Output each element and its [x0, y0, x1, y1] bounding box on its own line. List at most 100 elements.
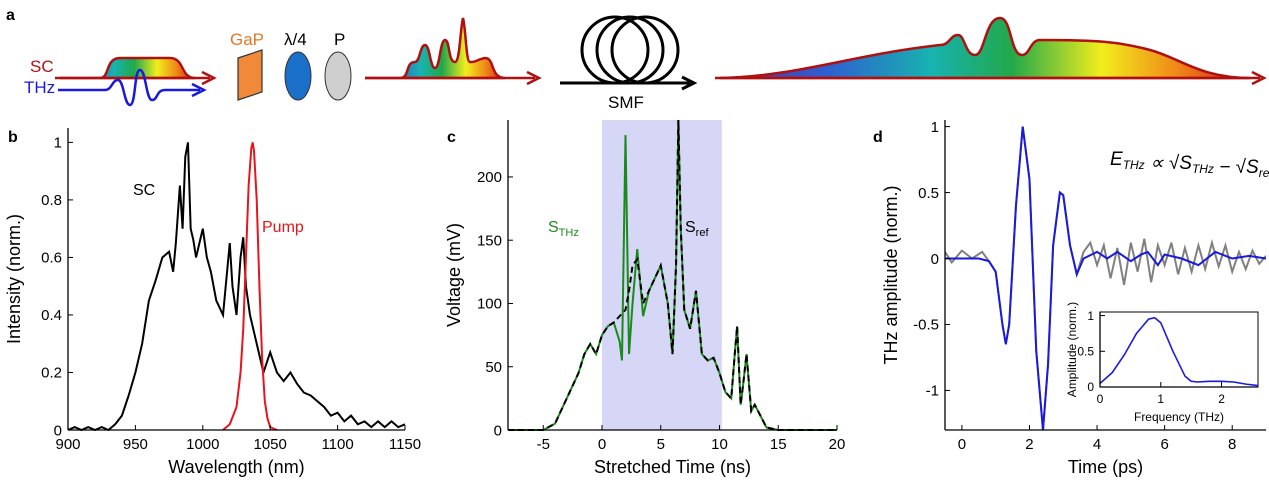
y-axis-label: Intensity (norm.)	[4, 214, 24, 344]
formula-sub: ref	[1259, 166, 1269, 180]
x-tick-label: 10	[711, 436, 728, 453]
x-axis-label: Stretched Time (ns)	[594, 457, 751, 477]
formula-part: S	[1179, 153, 1192, 174]
series-line	[945, 126, 1266, 431]
x-tick-label: 1100	[321, 436, 353, 453]
x-tick-label: 5	[657, 436, 665, 453]
formula-part: ∝ √	[1145, 153, 1180, 174]
y-tick-label: -0.5	[913, 317, 939, 334]
arrow-head	[1251, 70, 1267, 86]
x-tick-label: 1150	[389, 436, 421, 453]
x-tick-label: 1000	[186, 436, 219, 453]
pulse	[60, 56, 196, 80]
x-tick-label: 950	[123, 436, 148, 453]
x-tick-label: 900	[55, 436, 80, 453]
formula-part: S	[1246, 157, 1259, 178]
y-tick-label: -1	[926, 383, 939, 400]
y-axis-label: Amplitude (norm.)	[1065, 302, 1079, 397]
y-axis-label: Voltage (mV)	[444, 223, 464, 327]
crystal	[237, 49, 263, 101]
panel: 0 1 2 0 0.5 1 Frequency (THz) Amplitude (norm.)	[1065, 302, 1259, 424]
x-tick-label: 20	[829, 436, 846, 453]
x-tick-label: 1050	[254, 436, 287, 453]
formula-part: − √	[1214, 157, 1247, 178]
series-line	[222, 142, 278, 431]
arrow-head	[201, 70, 217, 86]
x-axis-label: Time (ps)	[1068, 457, 1143, 477]
waveplate-label: λ/4	[284, 30, 307, 49]
series-name-sub: ref	[696, 227, 710, 239]
arrow-head	[681, 75, 698, 91]
x-tick-label: 8	[1228, 436, 1236, 453]
thz-label: THz	[24, 78, 55, 97]
arrow-head	[191, 82, 207, 98]
y-tick-label: 0	[1087, 380, 1094, 394]
fiber-label: SMF	[608, 93, 644, 112]
y-tick-label: 200	[477, 169, 502, 186]
series-label: Pump	[262, 219, 304, 236]
y-tick-label: 1	[54, 135, 62, 152]
x-axis-label: Frequency (THz)	[1134, 410, 1224, 424]
crystal-label: GaP	[230, 30, 264, 49]
y-tick-label: 150	[477, 232, 502, 249]
series-line	[1100, 316, 1258, 387]
thz-pulse	[58, 68, 200, 107]
x-axis-label: Wavelength (nm)	[168, 457, 304, 477]
x-tick-label: 1	[1157, 392, 1164, 406]
formula: ETHz ∝ √STHz − √Sref	[1110, 149, 1269, 180]
series-name: SC	[133, 182, 155, 199]
series-name: Pump	[262, 219, 304, 236]
waveplate	[284, 51, 312, 101]
series-name: S	[548, 219, 559, 236]
y-tick-label: 0	[931, 251, 939, 268]
panel-label: c	[447, 129, 456, 146]
pulse	[719, 16, 1251, 80]
fiber-coil	[580, 15, 680, 85]
sc-label: SC	[30, 57, 54, 76]
x-tick-label: -5	[537, 436, 550, 453]
series-name-sub: THz	[559, 227, 579, 239]
panel-label: d	[873, 129, 883, 146]
y-tick-label: 1	[931, 119, 939, 136]
series-line	[68, 142, 405, 432]
y-tick-label: 0.5	[1077, 344, 1094, 358]
panel: SC Pump 900 950 1000 1050 1100 1150 0 0.2 0.4 0.6 0.…	[4, 128, 421, 477]
plot-frame	[1099, 311, 1259, 388]
x-tick-label: 15	[770, 436, 787, 453]
series-label: STHz	[548, 219, 579, 239]
schematic: a SC THz GaP λ/4 P SMF	[6, 7, 1267, 112]
x-tick-label: 4	[1093, 436, 1101, 453]
series-line	[508, 119, 837, 431]
panel: STHz Sref-5 0 5 10 15 20050100150200Stretched …	[444, 119, 846, 477]
x-tick-label: 0	[598, 436, 606, 453]
polarizer-label: P	[334, 30, 345, 49]
y-tick-label: 100	[477, 296, 502, 313]
y-tick-label: 0.2	[41, 365, 62, 382]
panel-label: b	[8, 129, 18, 146]
x-tick-label: 0	[958, 436, 966, 453]
pulse	[365, 17, 506, 80]
formula-sub: THz	[1123, 158, 1145, 172]
x-tick-label: 0	[1097, 392, 1104, 406]
series-label: SC	[133, 182, 155, 199]
y-tick-label: 1	[1087, 309, 1094, 323]
panel: 0 2 4 6 8 -1 -0.5 0 0.5 1 Time (ps) THz amplitude (…	[873, 119, 1269, 477]
series-label: Sref	[685, 219, 709, 239]
panel-label: a	[6, 7, 15, 24]
y-tick-label: 50	[485, 359, 502, 376]
series-name: S	[685, 219, 696, 236]
polarizer	[324, 51, 352, 101]
arrow-head	[526, 70, 542, 86]
y-tick-label: 0.6	[41, 250, 62, 267]
x-tick-label: 2	[1025, 436, 1033, 453]
formula-sub: THz	[1192, 162, 1214, 176]
x-tick-label: 6	[1160, 436, 1168, 453]
formula-part: E	[1110, 149, 1123, 170]
y-axis-label: THz amplitude (norm.)	[881, 185, 901, 364]
y-tick-label: 0	[494, 422, 502, 439]
y-tick-label: 0	[54, 422, 62, 439]
y-tick-label: 0.8	[41, 192, 62, 209]
y-tick-label: 0.5	[918, 185, 939, 202]
x-tick-label: 2	[1218, 392, 1225, 406]
